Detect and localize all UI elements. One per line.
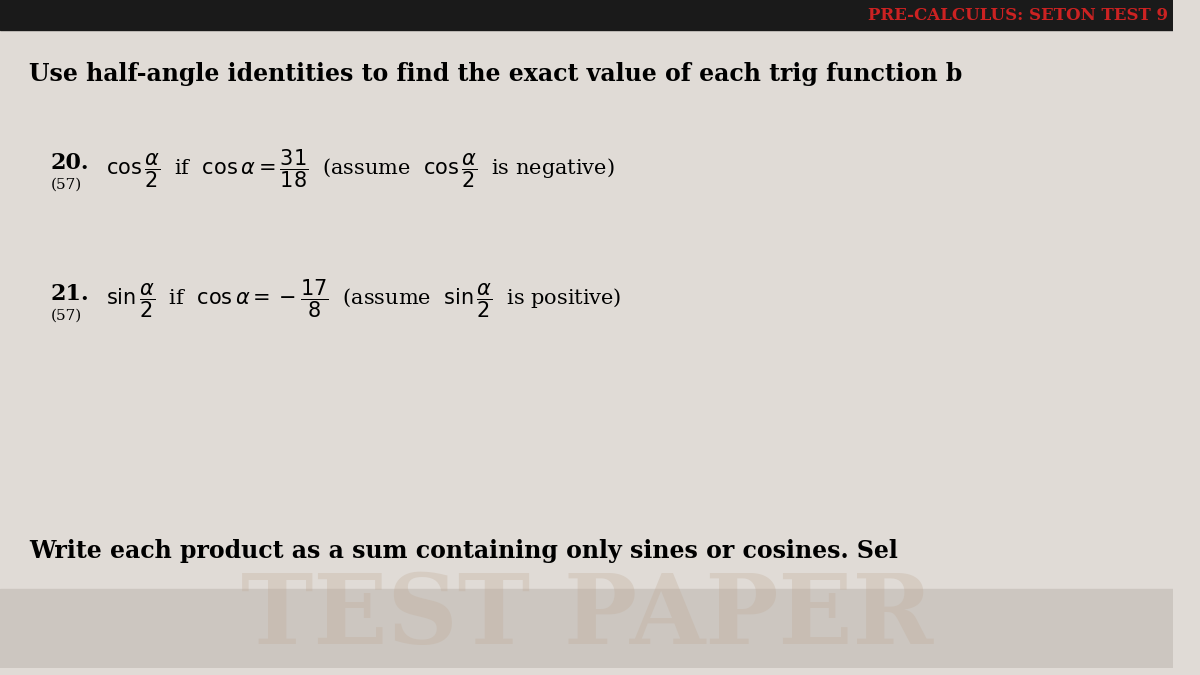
Text: Use half-angle identities to find the exact value of each trig function b: Use half-angle identities to find the ex… [29,62,962,86]
Text: (57): (57) [50,308,82,323]
Text: PRE-CALCULUS: SETON TEST 9: PRE-CALCULUS: SETON TEST 9 [869,7,1169,24]
Text: (57): (57) [50,178,82,192]
Text: $\sin\dfrac{\alpha}{2}$  if  $\cos\alpha = -\dfrac{17}{8}$  (assume  $\sin\dfrac: $\sin\dfrac{\alpha}{2}$ if $\cos\alpha =… [106,277,622,320]
Text: 21.: 21. [50,283,90,305]
Text: $\cos\dfrac{\alpha}{2}$  if  $\cos\alpha = \dfrac{31}{18}$  (assume  $\cos\dfrac: $\cos\dfrac{\alpha}{2}$ if $\cos\alpha =… [106,147,614,190]
Text: 20.: 20. [50,153,89,174]
Bar [0,0,1174,30]
Text: TEST PAPER: TEST PAPER [240,570,932,664]
Text: Write each product as a sum containing only sines or cosines. Sel: Write each product as a sum containing o… [29,539,899,563]
Bar [0,589,1174,668]
